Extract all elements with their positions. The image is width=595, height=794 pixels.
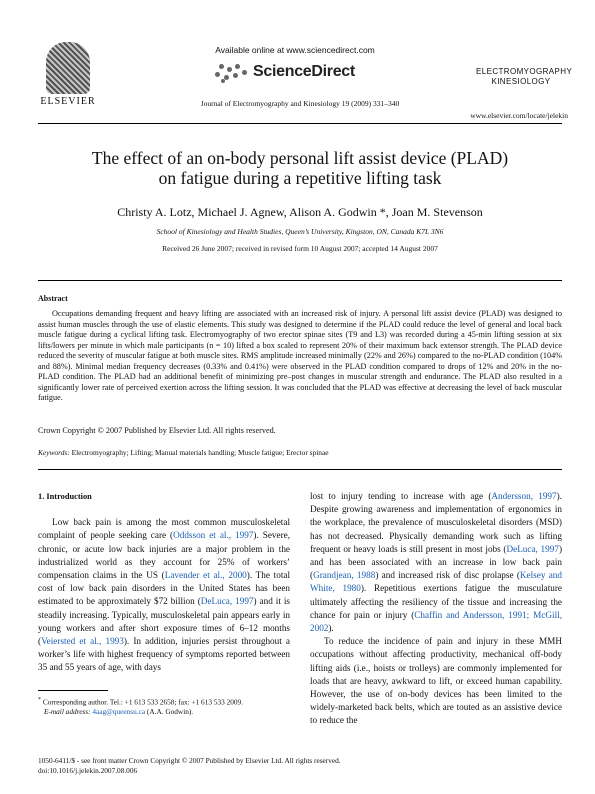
keywords: Keywords: Electromyography; Lifting; Man… [38,448,329,457]
available-online-text: Available online at www.sciencedirect.co… [215,45,375,55]
issn-line: 1050-6411/$ - see front matter Crown Cop… [38,756,341,765]
author-list: Christy A. Lotz, Michael J. Agnew, Aliso… [117,205,483,219]
footnote: * Corresponding author. Tel.: +1 613 533… [38,697,244,717]
keywords-label: Keywords: [38,448,70,457]
publisher-name: ELSEVIER [40,96,96,107]
email-link[interactable]: 4aag@queensu.ca [92,707,146,717]
journal-url-link[interactable]: www.elsevier.com/locate/jelekin [470,111,568,120]
elsevier-logo: ELSEVIER [38,42,98,108]
citation-link[interactable]: Andersson, 1997 [491,491,557,501]
journal-logo: ELECTROMYOGRAPHY KINESIOLOGY [476,67,573,86]
footnote-rule [38,690,108,691]
citation-link[interactable]: Lavender et al., 2000 [164,570,247,581]
citation-link[interactable]: DeLuca, 1997 [200,596,254,607]
intro-paragraph-2: To reduce the incidence of pain and inju… [310,636,562,726]
journal-logo-line1: ELECTROMYOGRAPHY [476,67,573,76]
received-dates: Received 26 June 2007; received in revis… [162,244,438,253]
intro-paragraph-right: lost to injury tending to increase with … [310,491,562,634]
header-divider [38,123,562,124]
sciencedirect-wordmark: ScienceDirect [253,63,355,80]
affiliation: School of Kinesiology and Health Studies… [156,227,444,236]
citation-link[interactable]: Oddsson et al., 1997 [173,530,254,541]
right-column: lost to injury tending to increase with … [310,490,562,728]
journal-reference: Journal of Electromyography and Kinesiol… [200,99,400,108]
citation-link[interactable]: Kelsey and White, 1980 [310,570,562,594]
elsevier-tree-icon [46,42,90,94]
sciencedirect-dots-icon [215,64,251,83]
section-heading: 1. Introduction [38,492,92,501]
abstract-body: Occupations demanding frequent and heavy… [38,309,562,404]
front-matter-info: 1050-6411/$ - see front matter Crown Cop… [38,756,341,776]
intro-paragraph-left: Low back pain is among the most common m… [38,517,291,673]
keywords-list: Electromyography; Lifting; Manual materi… [71,448,329,457]
abstract-bottom-divider [38,469,562,470]
citation-link[interactable]: Veiersted et al., 1993 [41,636,124,647]
journal-logo-line2: KINESIOLOGY [491,76,551,86]
abstract-heading: Abstract [38,294,68,303]
citation-link[interactable]: Chaffin and Andersson, 1991; McGill, 200… [310,609,562,634]
citation-link[interactable]: Grandjean, 1988 [313,570,376,581]
article-title: The effect of an on-body personal lift a… [91,148,509,188]
left-column: 1. Introduction Low back pain is among t… [38,490,290,675]
sciencedirect-logo: ScienceDirect [215,62,385,84]
abstract-text: Occupations demanding frequent and heavy… [38,309,562,402]
citation-link[interactable]: DeLuca, 1997 [506,543,559,554]
abstract-top-divider [38,280,562,281]
doi-line: doi:10.1016/j.jelekin.2007.08.006 [38,766,138,775]
abstract-copyright: Crown Copyright © 2007 Published by Else… [38,426,276,435]
